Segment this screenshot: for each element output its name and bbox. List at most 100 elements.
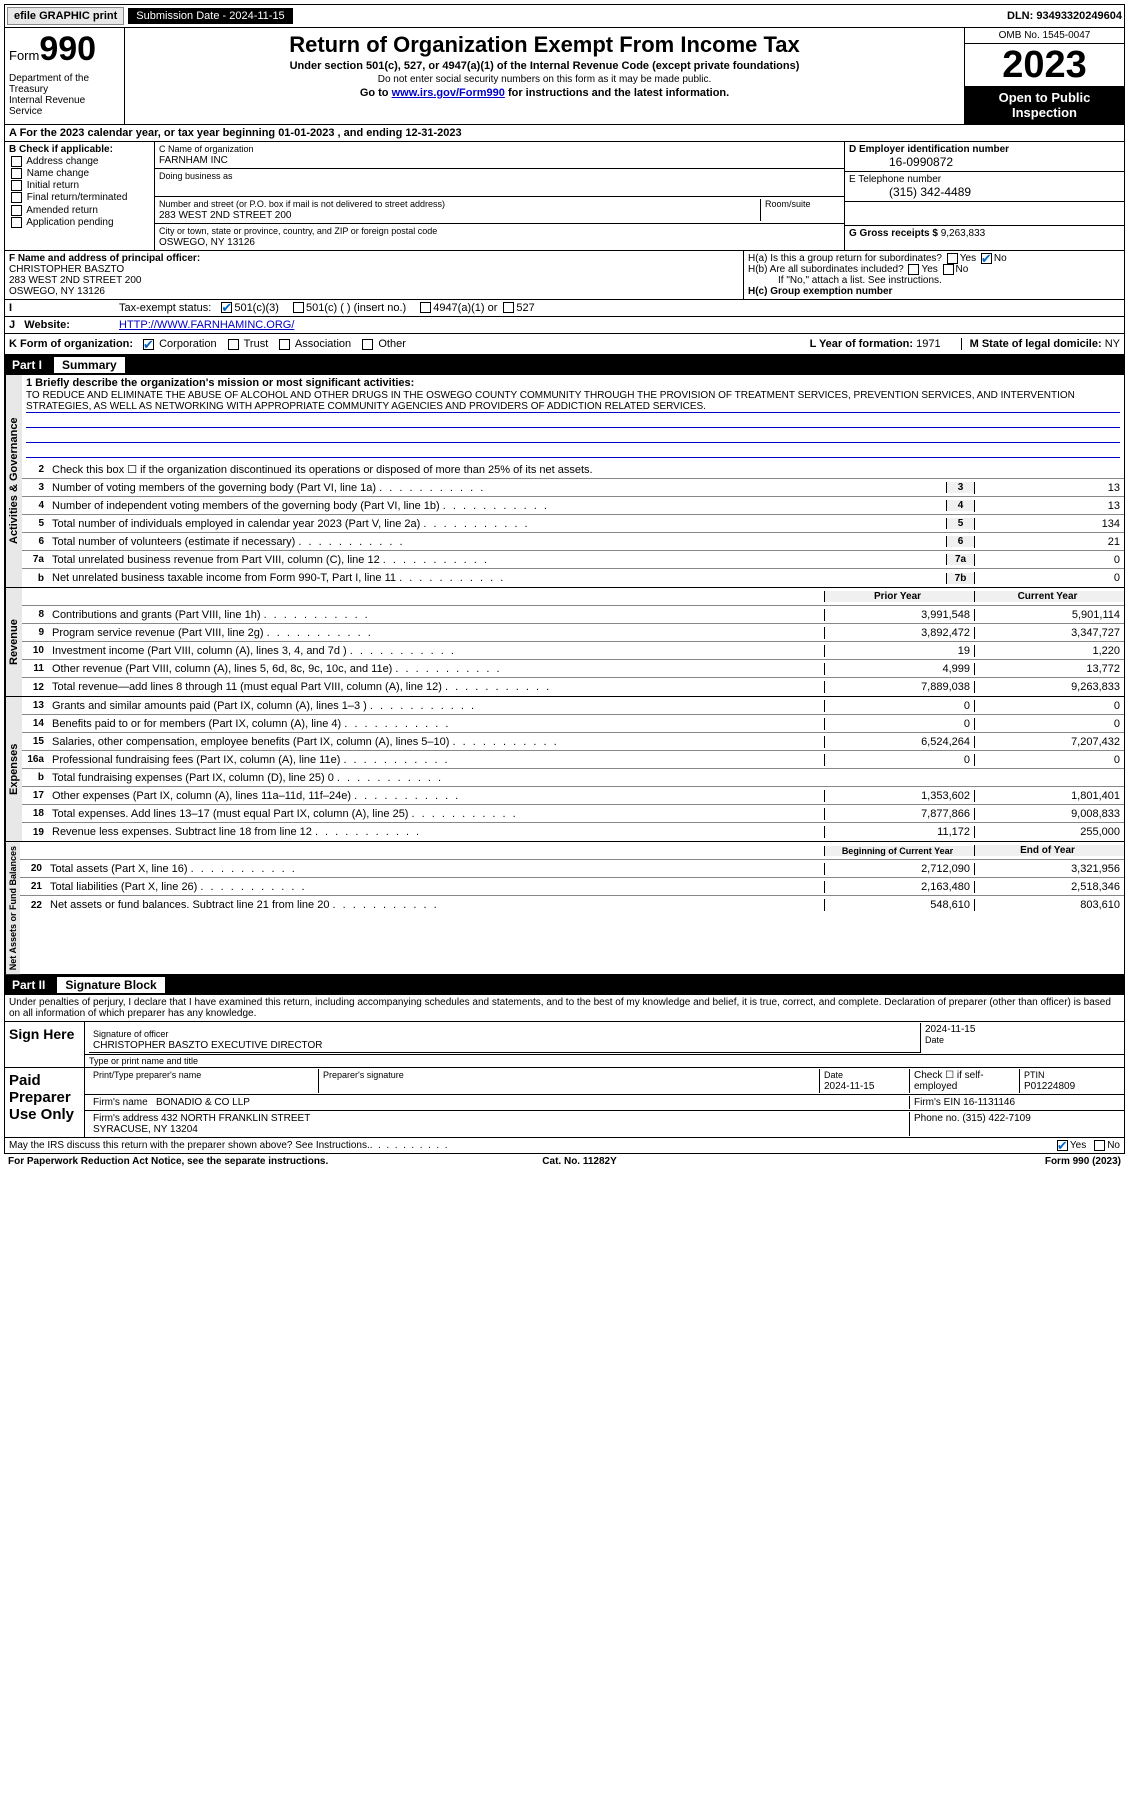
officer-name: CHRISTOPHER BASZTO bbox=[9, 264, 124, 275]
checkbox-option[interactable]: Amended return bbox=[9, 205, 150, 216]
summary-row: 10Investment income (Part VIII, column (… bbox=[22, 642, 1124, 660]
summary-row: bNet unrelated business taxable income f… bbox=[22, 569, 1124, 587]
part-2-num: Part II bbox=[12, 978, 57, 992]
efile-print-button[interactable]: efile GRAPHIC print bbox=[7, 7, 124, 25]
discuss-yes-checkbox[interactable] bbox=[1057, 1140, 1068, 1151]
form-box: Form990 Department of the Treasury Inter… bbox=[5, 28, 125, 124]
gross-receipts: 9,263,833 bbox=[941, 228, 986, 239]
website-link[interactable]: HTTP://WWW.FARNHAMINC.ORG/ bbox=[119, 319, 294, 331]
tax-year: 2023 bbox=[965, 44, 1124, 86]
mission-text: TO REDUCE AND ELIMINATE THE ABUSE OF ALC… bbox=[26, 390, 1120, 413]
summary-row: 6Total number of volunteers (estimate if… bbox=[22, 533, 1124, 551]
domicile-state: NY bbox=[1105, 338, 1120, 350]
dba-label: Doing business as bbox=[159, 171, 233, 181]
summary-row: 13Grants and similar amounts paid (Part … bbox=[22, 697, 1124, 715]
ha-no-checkbox[interactable] bbox=[981, 253, 992, 264]
firm-ein: 16-1131146 bbox=[963, 1097, 1015, 1108]
instructions-link[interactable]: www.irs.gov/Form990 bbox=[392, 87, 505, 99]
vtab-revenue: Revenue bbox=[5, 588, 22, 696]
summary-row: 19Revenue less expenses. Subtract line 1… bbox=[22, 823, 1124, 841]
sign-date: 2024-11-15 bbox=[925, 1024, 975, 1035]
4947-checkbox[interactable] bbox=[420, 302, 431, 313]
summary-row: 14Benefits paid to or for members (Part … bbox=[22, 715, 1124, 733]
checkbox-option[interactable]: Name change bbox=[9, 168, 150, 179]
section-b: B Check if applicable: Address change Na… bbox=[5, 142, 155, 250]
section-b-title: B Check if applicable: bbox=[9, 144, 113, 155]
501c-checkbox[interactable] bbox=[293, 302, 304, 313]
no-label: No bbox=[956, 264, 969, 275]
firm-addr-label: Firm's address bbox=[93, 1113, 161, 1124]
dept-label: Department of the Treasury Internal Reve… bbox=[9, 73, 120, 117]
summary-row: 3Number of voting members of the governi… bbox=[22, 479, 1124, 497]
subtitle-1: Under section 501(c), 527, or 4947(a)(1)… bbox=[133, 60, 956, 72]
form-prefix: Form bbox=[9, 48, 39, 63]
summary-row: 12Total revenue—add lines 8 through 11 (… bbox=[22, 678, 1124, 696]
domicile-label: M State of legal domicile: bbox=[970, 338, 1102, 350]
prep-date: 2024-11-15 bbox=[824, 1081, 874, 1092]
mission-label: 1 Briefly describe the organization's mi… bbox=[26, 377, 414, 389]
telephone: (315) 342-4489 bbox=[849, 185, 1120, 199]
hb-no-checkbox[interactable] bbox=[943, 264, 954, 275]
begin-year-header: Beginning of Current Year bbox=[824, 846, 974, 856]
yes-label: Yes bbox=[1070, 1140, 1086, 1151]
summary-row: 4Number of independent voting members of… bbox=[22, 497, 1124, 515]
tax-status-label: Tax-exempt status: bbox=[119, 302, 211, 314]
summary-row: 7aTotal unrelated business revenue from … bbox=[22, 551, 1124, 569]
summary-row: 17Other expenses (Part IX, column (A), l… bbox=[22, 787, 1124, 805]
no-label: No bbox=[994, 253, 1007, 264]
self-employed: Check ☐ if self-employed bbox=[914, 1070, 984, 1092]
summary-row: 15Salaries, other compensation, employee… bbox=[22, 733, 1124, 751]
501c3-checkbox[interactable] bbox=[221, 302, 232, 313]
phone-label: Phone no. bbox=[914, 1113, 960, 1124]
paid-preparer-label: Paid Preparer Use Only bbox=[5, 1068, 85, 1137]
goto-suffix: for instructions and the latest informat… bbox=[505, 87, 729, 99]
discuss-label: May the IRS discuss this return with the… bbox=[9, 1140, 370, 1151]
discuss-no-checkbox[interactable] bbox=[1094, 1140, 1105, 1151]
year-formation: 1971 bbox=[916, 338, 940, 350]
form-org-option[interactable]: Trust bbox=[226, 338, 278, 350]
officer-label: F Name and address of principal officer: bbox=[9, 253, 200, 264]
room-label: Room/suite bbox=[765, 199, 811, 209]
yes-label: Yes bbox=[960, 253, 976, 264]
checkbox-option[interactable]: Final return/terminated bbox=[9, 192, 150, 203]
submission-date: Submission Date - 2024-11-15 bbox=[128, 8, 292, 24]
street-address: 283 WEST 2ND STREET 200 bbox=[159, 210, 291, 221]
org-name: FARNHAM INC bbox=[159, 155, 228, 166]
prep-sig-label: Preparer's signature bbox=[323, 1070, 404, 1080]
summary-row: 9Program service revenue (Part VIII, lin… bbox=[22, 624, 1124, 642]
summary-row: 16aProfessional fundraising fees (Part I… bbox=[22, 751, 1124, 769]
h-c-label: H(c) Group exemption number bbox=[748, 286, 892, 297]
hb-yes-checkbox[interactable] bbox=[908, 264, 919, 275]
end-year-header: End of Year bbox=[974, 845, 1124, 856]
subtitle-3: Go to www.irs.gov/Form990 for instructio… bbox=[133, 87, 956, 99]
501c3-label: 501(c)(3) bbox=[234, 302, 279, 314]
open-inspection: Open to Public Inspection bbox=[965, 86, 1124, 124]
527-label: 527 bbox=[516, 302, 534, 314]
paperwork-notice: For Paperwork Reduction Act Notice, see … bbox=[8, 1156, 328, 1167]
checkbox-option[interactable]: Application pending bbox=[9, 217, 150, 228]
part-2-title: Signature Block bbox=[57, 977, 164, 993]
summary-row: 20Total assets (Part X, line 16) 2,712,0… bbox=[20, 860, 1124, 878]
org-name-label: C Name of organization bbox=[159, 144, 254, 154]
ha-yes-checkbox[interactable] bbox=[947, 253, 958, 264]
prior-year-header: Prior Year bbox=[824, 591, 974, 602]
527-checkbox[interactable] bbox=[503, 302, 514, 313]
form-footer: Form 990 (2023) bbox=[1045, 1156, 1121, 1167]
summary-row: 8Contributions and grants (Part VIII, li… bbox=[22, 606, 1124, 624]
gross-label: G Gross receipts $ bbox=[849, 228, 938, 239]
ptin-value: P01224809 bbox=[1024, 1081, 1075, 1092]
form-org-option[interactable]: Other bbox=[360, 338, 412, 350]
501c-label: 501(c) ( ) (insert no.) bbox=[306, 302, 406, 314]
form-org-option[interactable]: Corporation bbox=[141, 338, 226, 350]
checkbox-option[interactable]: Address change bbox=[9, 156, 150, 167]
goto-prefix: Go to bbox=[360, 87, 392, 99]
officer-addr2: OSWEGO, NY 13126 bbox=[9, 286, 105, 297]
yes-label: Yes bbox=[921, 264, 937, 275]
subtitle-2: Do not enter social security numbers on … bbox=[133, 74, 956, 85]
section-h: H(a) Is this a group return for subordin… bbox=[744, 251, 1124, 299]
officer-sig-label: Signature of officer bbox=[93, 1029, 168, 1039]
perjury-declaration: Under penalties of perjury, I declare th… bbox=[5, 995, 1124, 1022]
checkbox-option[interactable]: Initial return bbox=[9, 180, 150, 191]
summary-row: 2Check this box ☐ if the organization di… bbox=[22, 461, 1124, 479]
form-org-option[interactable]: Association bbox=[277, 338, 360, 350]
